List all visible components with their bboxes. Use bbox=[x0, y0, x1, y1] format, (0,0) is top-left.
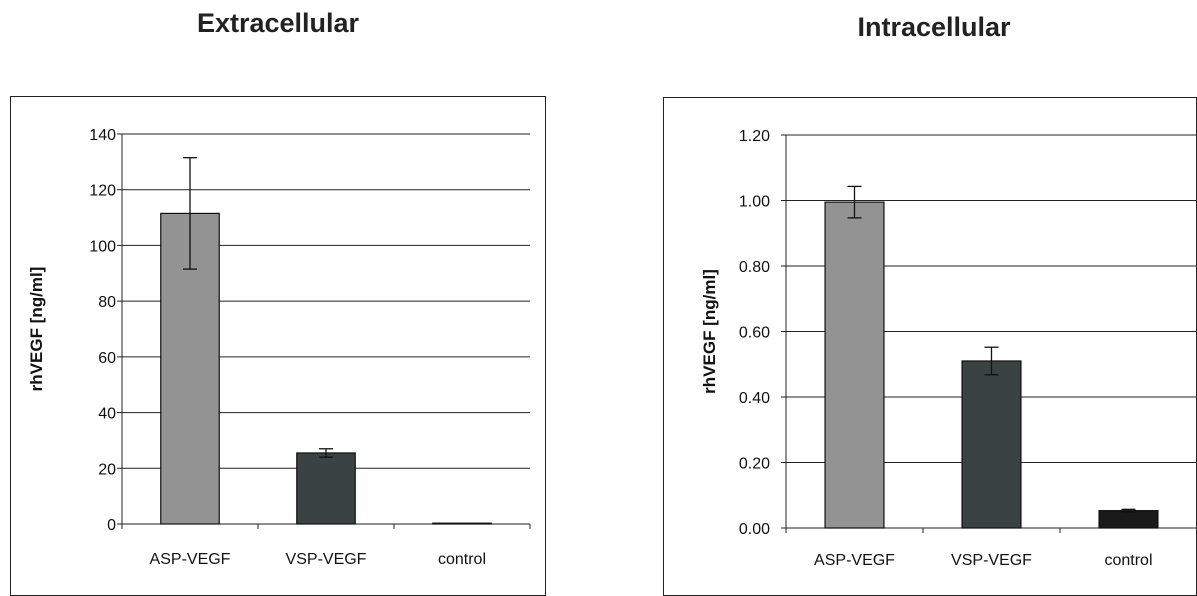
y-tick-label: 0.00 bbox=[739, 521, 770, 538]
intracellular-chart: 0.00 0.20 0.40 0.60 0.80 1.00 1.20 ASP-VEGF VSP-… bbox=[663, 97, 1197, 596]
x-category-label: ASP-VEGF bbox=[150, 551, 231, 568]
extracellular-chart: 0 20 40 60 80 100 120 140 ASP-VEGF VSP-VEGF contro… bbox=[10, 96, 546, 596]
bar-vsp-vegf bbox=[961, 360, 1022, 529]
bar-vsp-vegf bbox=[296, 452, 356, 525]
x-category-label: ASP-VEGF bbox=[814, 552, 895, 569]
y-tick-label: 0.20 bbox=[739, 456, 770, 473]
y-tick-label: 0.80 bbox=[739, 259, 770, 276]
error-bar-asp-vegf bbox=[183, 157, 197, 270]
error-bar-vsp-vegf bbox=[319, 448, 333, 458]
y-tick-label: 120 bbox=[89, 183, 116, 200]
y-tick-label: 80 bbox=[98, 294, 116, 311]
y-tick-label: 140 bbox=[89, 127, 116, 144]
y-tick-label: 1.00 bbox=[739, 194, 770, 211]
y-tick-label: 0.40 bbox=[739, 390, 770, 407]
y-tick-label: 0.60 bbox=[739, 325, 770, 342]
y-tick-label: 100 bbox=[89, 238, 116, 255]
bar-asp-vegf bbox=[160, 212, 220, 525]
x-category-label: VSP-VEGF bbox=[951, 552, 1032, 569]
bar-control bbox=[432, 522, 492, 525]
x-category-label: control bbox=[438, 551, 486, 568]
y-tick-label: 20 bbox=[98, 461, 116, 478]
y-axis-title: rhVEGF [ng/ml] bbox=[27, 267, 46, 392]
y-tick-label: 60 bbox=[98, 350, 116, 367]
x-category-label: VSP-VEGF bbox=[286, 551, 367, 568]
y-tick-label: 1.20 bbox=[739, 128, 770, 145]
chart-title-intracellular: Intracellular bbox=[857, 12, 1011, 42]
error-bar-vsp-vegf bbox=[984, 346, 999, 376]
y-tick-label: 0 bbox=[107, 517, 116, 534]
chart-frame bbox=[10, 96, 546, 596]
bar-control bbox=[1098, 510, 1159, 529]
error-bar-asp-vegf bbox=[847, 185, 862, 219]
error-bar-control bbox=[1121, 508, 1136, 513]
y-axis-title: rhVEGF [ng/ml] bbox=[700, 269, 719, 394]
y-tick-label: 40 bbox=[98, 406, 116, 423]
x-category-label: control bbox=[1104, 552, 1152, 569]
bar-asp-vegf bbox=[824, 201, 885, 529]
chart-title-extracellular: Extracellular bbox=[196, 8, 360, 38]
